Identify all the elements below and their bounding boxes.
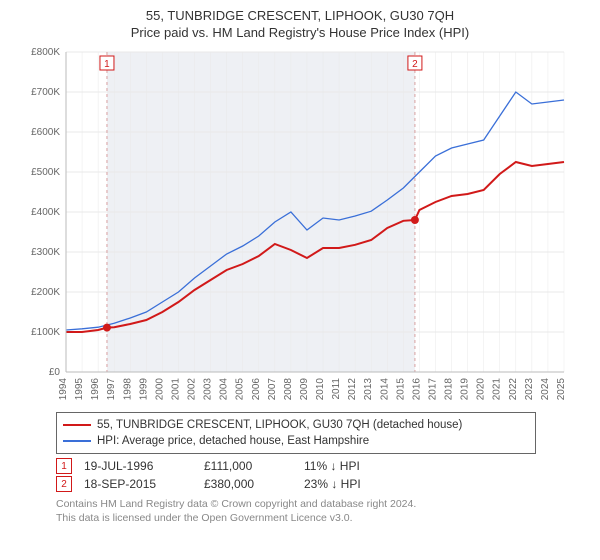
price-chart: £0 £100K £200K £300K £400K £500K £600K £700K £80… <box>20 46 580 406</box>
chart-title-address: 55, TUNBRIDGE CRESCENT, LIPHOOK, GU30 7Q… <box>10 8 590 23</box>
footer-licence: This data is licensed under the Open Gov… <box>56 512 590 526</box>
svg-text:1995: 1995 <box>74 378 85 401</box>
svg-text:1: 1 <box>104 59 110 70</box>
svg-text:2014: 2014 <box>379 378 390 401</box>
svg-text:1998: 1998 <box>122 378 133 401</box>
footer-copyright: Contains HM Land Registry data © Crown c… <box>56 498 590 512</box>
svg-text:2007: 2007 <box>267 378 278 401</box>
svg-text:2022: 2022 <box>508 378 519 401</box>
svg-text:2013: 2013 <box>363 378 374 401</box>
svg-text:2001: 2001 <box>170 378 181 401</box>
legend-line-hpi <box>63 440 91 442</box>
sale-row: 1 19-JUL-1996 £111,000 11% ↓ HPI <box>56 458 590 474</box>
svg-text:£800K: £800K <box>31 47 60 58</box>
svg-text:£200K: £200K <box>31 287 60 298</box>
legend-label-hpi: HPI: Average price, detached house, East… <box>97 433 369 449</box>
svg-text:2011: 2011 <box>331 378 342 400</box>
sale-marker-icon: 1 <box>56 458 72 474</box>
sale-price: £111,000 <box>204 459 304 473</box>
svg-text:2008: 2008 <box>283 378 294 401</box>
svg-text:£700K: £700K <box>31 87 60 98</box>
sale-date: 18-SEP-2015 <box>84 477 204 491</box>
svg-text:£600K: £600K <box>31 127 60 138</box>
svg-text:2004: 2004 <box>219 378 230 401</box>
svg-text:2010: 2010 <box>315 378 326 401</box>
svg-text:£0: £0 <box>49 367 61 378</box>
svg-text:£100K: £100K <box>31 327 60 338</box>
legend-label-price-paid: 55, TUNBRIDGE CRESCENT, LIPHOOK, GU30 7Q… <box>97 417 462 433</box>
svg-text:2021: 2021 <box>492 378 503 401</box>
svg-text:£300K: £300K <box>31 247 60 258</box>
sale-price: £380,000 <box>204 477 304 491</box>
svg-text:1997: 1997 <box>106 378 117 401</box>
svg-text:1994: 1994 <box>58 378 69 401</box>
svg-text:2024: 2024 <box>540 378 551 401</box>
chart-legend: 55, TUNBRIDGE CRESCENT, LIPHOOK, GU30 7Q… <box>56 412 536 454</box>
svg-text:1996: 1996 <box>90 378 101 401</box>
svg-text:2006: 2006 <box>251 378 262 401</box>
sale-hpi-delta: 23% ↓ HPI <box>304 477 424 491</box>
legend-item-price-paid: 55, TUNBRIDGE CRESCENT, LIPHOOK, GU30 7Q… <box>63 417 529 433</box>
svg-text:2012: 2012 <box>347 378 358 401</box>
svg-text:2009: 2009 <box>299 378 310 401</box>
sale-hpi-delta: 11% ↓ HPI <box>304 459 424 473</box>
svg-text:2: 2 <box>412 59 418 70</box>
svg-text:2003: 2003 <box>203 378 214 401</box>
svg-text:2016: 2016 <box>411 378 422 401</box>
svg-text:2025: 2025 <box>556 378 567 401</box>
svg-text:2019: 2019 <box>460 378 471 401</box>
sale-row: 2 18-SEP-2015 £380,000 23% ↓ HPI <box>56 476 590 492</box>
chart-title-sub: Price paid vs. HM Land Registry's House … <box>10 25 590 40</box>
svg-text:2000: 2000 <box>154 378 165 401</box>
sale-date: 19-JUL-1996 <box>84 459 204 473</box>
sale-marker-icon: 2 <box>56 476 72 492</box>
svg-text:2017: 2017 <box>427 378 438 401</box>
svg-text:2020: 2020 <box>476 378 487 401</box>
svg-text:£400K: £400K <box>31 207 60 218</box>
svg-text:2002: 2002 <box>187 378 198 401</box>
svg-text:2005: 2005 <box>235 378 246 401</box>
chart-footer: Contains HM Land Registry data © Crown c… <box>56 498 590 525</box>
sales-list: 1 19-JUL-1996 £111,000 11% ↓ HPI 2 18-SE… <box>56 458 590 492</box>
svg-text:1999: 1999 <box>138 378 149 401</box>
svg-text:£500K: £500K <box>31 167 60 178</box>
legend-line-price-paid <box>63 424 91 426</box>
legend-item-hpi: HPI: Average price, detached house, East… <box>63 433 529 449</box>
svg-text:2023: 2023 <box>524 378 535 401</box>
svg-text:2018: 2018 <box>444 378 455 401</box>
svg-text:2015: 2015 <box>395 378 406 401</box>
